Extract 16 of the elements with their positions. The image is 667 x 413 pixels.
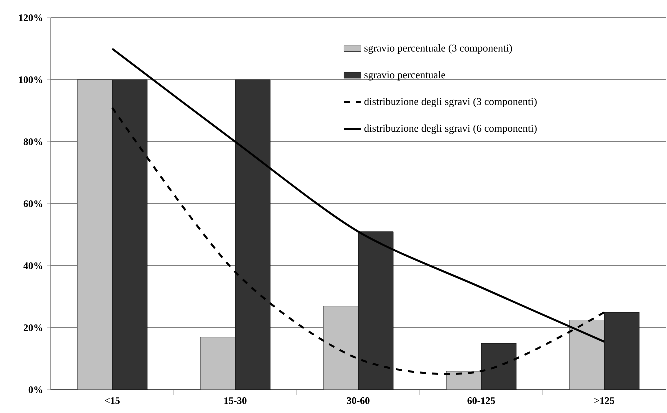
- y-tick-label: 80%: [24, 138, 43, 146]
- y-tick-label: 60%: [24, 200, 43, 208]
- y-tick-label: 100%: [19, 76, 43, 84]
- legend-label: sgravio percentuale (3 componenti): [364, 44, 512, 54]
- x-tick-label: <15: [105, 398, 120, 404]
- legend-label: distribuzione degli sgravi (3 componenti): [364, 98, 537, 108]
- y-tick-label: 120%: [19, 14, 43, 22]
- legend-label: sgravio percentuale: [364, 71, 446, 81]
- x-tick-label: 60-125: [468, 398, 496, 404]
- y-tick-label: 0%: [28, 386, 43, 394]
- x-tick-label: 30-60: [347, 398, 370, 404]
- y-tick-label: 20%: [24, 324, 43, 332]
- legend-label: distribuzione degli sgravi (6 componenti): [364, 124, 537, 134]
- y-tick-label: 40%: [24, 262, 43, 270]
- x-tick-label: 15-30: [224, 398, 247, 404]
- x-tick-label: >125: [594, 398, 614, 404]
